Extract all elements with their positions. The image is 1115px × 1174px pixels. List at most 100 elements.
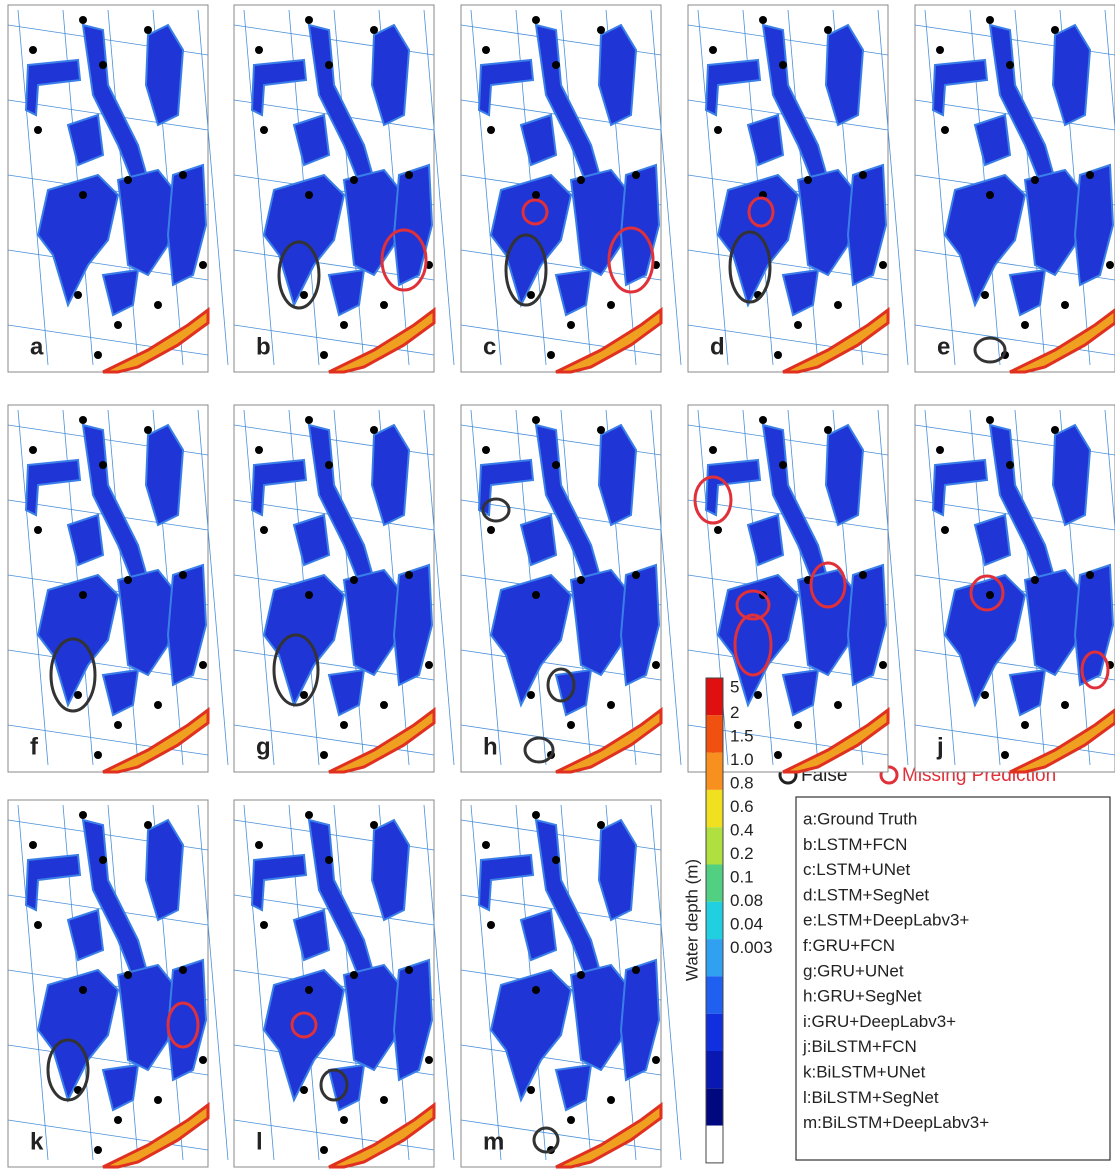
map-panel: l [233, 799, 455, 1169]
grid-road [17, 9, 49, 366]
coast-band [555, 707, 663, 774]
map-panel: k [7, 799, 229, 1169]
flood-area [166, 163, 208, 287]
missing-ellipse [290, 1011, 318, 1039]
node-dot [607, 301, 615, 309]
flood-area [262, 573, 346, 708]
node-dot [577, 176, 585, 184]
flood-area [519, 908, 558, 962]
missing-ellipse [733, 613, 773, 677]
colorbar-title: Water depth (m) [682, 859, 701, 981]
node-dot [29, 446, 37, 454]
missing-ellipse [809, 561, 847, 609]
grid-road [650, 9, 682, 366]
flood-area [796, 168, 860, 277]
flood-area [597, 818, 638, 922]
flood-area [704, 458, 762, 517]
flood-area [250, 58, 308, 117]
node-dot [779, 61, 787, 69]
model-legend-item: i:GRU+DeepLabv3+ [803, 1012, 956, 1031]
node-dot [552, 61, 560, 69]
flood-area [101, 668, 140, 717]
missing-ellipse [969, 574, 1005, 612]
node-dot [859, 571, 867, 579]
flood-area [292, 513, 331, 567]
colorbar-label: 0.003 [730, 938, 773, 957]
flood-area [1023, 568, 1087, 677]
node-dot [340, 1116, 348, 1124]
node-dot [981, 691, 989, 699]
node-dot [936, 46, 944, 54]
coast-band [782, 307, 890, 374]
node-dot [567, 1116, 575, 1124]
node-dot [986, 416, 994, 424]
node-dot [532, 416, 540, 424]
coast-band [782, 707, 890, 774]
node-dot [1051, 26, 1059, 34]
node-dot [482, 446, 490, 454]
flood-area [704, 58, 762, 117]
colorbar-segment [706, 1051, 723, 1089]
node-dot [1051, 426, 1059, 434]
missing-ellipse [693, 475, 733, 525]
grid-road [460, 724, 662, 756]
node-dot [29, 841, 37, 849]
node-dot [532, 591, 540, 599]
colorbar-segment [706, 939, 723, 977]
node-dot [300, 291, 308, 299]
coast-band [102, 307, 210, 374]
node-dot [99, 461, 107, 469]
colorbar-segment [706, 827, 723, 865]
false-ellipse [973, 336, 1007, 364]
node-dot [305, 591, 313, 599]
flood-area [166, 563, 208, 687]
flood-area [619, 563, 661, 687]
flood-area [101, 268, 140, 317]
node-dot [1006, 61, 1014, 69]
flood-area [292, 113, 331, 167]
node-dot [597, 821, 605, 829]
node-dot [305, 16, 313, 24]
node-dot [532, 986, 540, 994]
flood-area [1051, 423, 1092, 527]
coast-band [102, 707, 210, 774]
node-dot [774, 351, 782, 359]
flood-area [342, 963, 406, 1072]
colorbar-label: 1.5 [730, 726, 754, 745]
flood-area [101, 1063, 140, 1112]
missing-ellipse [521, 198, 549, 226]
flood-area [569, 568, 633, 677]
coast-band [555, 1102, 663, 1169]
missing-ellipse [1080, 650, 1110, 690]
flood-area [392, 958, 434, 1082]
flood-area [569, 963, 633, 1072]
model-legend-item: k:BiLSTM+UNet [803, 1062, 926, 1081]
node-dot [1086, 571, 1094, 579]
flood-area [716, 173, 800, 308]
flood-area [250, 853, 308, 912]
colorbar-label: 1.0 [730, 750, 754, 769]
coast-band [1009, 708, 1115, 774]
node-dot [300, 1086, 308, 1094]
flood-area [24, 58, 82, 117]
colorbar-label: 2 [730, 703, 739, 722]
flood-area [489, 573, 573, 708]
node-dot [320, 751, 328, 759]
node-dot [527, 691, 535, 699]
node-dot [547, 351, 555, 359]
flood-area [24, 853, 82, 912]
node-dot [199, 1056, 207, 1064]
node-dot [199, 661, 207, 669]
node-dot [370, 26, 378, 34]
false-ellipse [272, 633, 320, 707]
flood-area [370, 423, 411, 527]
map-panel: m [460, 799, 682, 1169]
node-dot [1021, 721, 1029, 729]
flood-area [746, 113, 785, 167]
node-dot [527, 291, 535, 299]
node-dot [94, 1146, 102, 1154]
flood-area [262, 968, 346, 1103]
node-dot [1061, 701, 1069, 709]
node-dot [834, 701, 842, 709]
panel-label: j [936, 733, 944, 760]
